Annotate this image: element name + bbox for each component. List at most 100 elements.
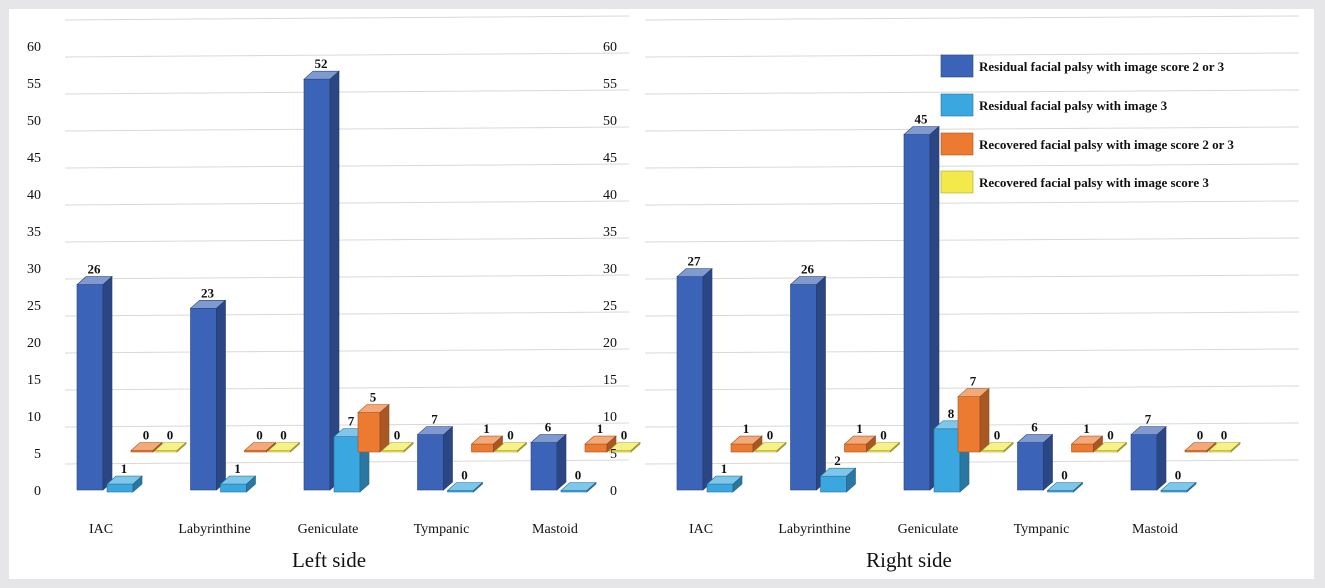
gridline (64, 385, 630, 391)
bar-front (303, 78, 331, 491)
x-tick-label: Tympanic (414, 522, 470, 537)
y-tick-label: 5 (34, 447, 41, 462)
bar-side (630, 441, 641, 453)
data-label: 1 (121, 461, 128, 476)
bar-side (290, 441, 300, 453)
data-label: 1 (743, 421, 750, 436)
bar-side (702, 268, 713, 491)
bar-front (903, 134, 931, 491)
bar-front (844, 443, 867, 453)
y-tick-label: 45 (603, 151, 617, 166)
data-label: 26 (801, 262, 815, 277)
gridline (644, 385, 1300, 391)
bar-side (1073, 481, 1083, 493)
legend-swatch (940, 54, 974, 78)
legend-swatch (940, 170, 974, 194)
y-tick-label: 55 (603, 77, 617, 92)
bar-front (1071, 443, 1094, 453)
bar-side (246, 475, 256, 493)
x-tick-label: Mastoid (1132, 522, 1178, 537)
y-tick-label: 20 (27, 336, 41, 351)
data-label: 5 (370, 390, 377, 405)
bar-side (1043, 433, 1053, 491)
legend-swatch (940, 132, 974, 156)
bar-front (1017, 442, 1044, 491)
data-label: 6 (1031, 420, 1038, 435)
bar-front (820, 475, 847, 493)
y-tick-label: 60 (603, 40, 617, 55)
bar-front (584, 443, 608, 453)
gridline (644, 459, 1300, 465)
data-label: 0 (1061, 468, 1068, 483)
data-label: 52 (315, 56, 328, 71)
y-tick-label: 30 (27, 262, 41, 277)
x-tick-label: Geniculate (898, 522, 959, 537)
data-label: 2 (834, 453, 841, 468)
gridline (644, 89, 1300, 95)
data-label: 0 (621, 428, 628, 443)
y-tick-label: 60 (27, 40, 41, 55)
bar-front (417, 434, 444, 491)
data-label: 1 (721, 461, 728, 476)
x-tick-label: Geniculate (298, 522, 359, 537)
gridline (644, 274, 1300, 280)
y-tick-label: 50 (27, 114, 41, 129)
legend-label: Recovered facial palsy with image score … (979, 175, 1209, 190)
data-label: 0 (1175, 468, 1182, 483)
data-label: 45 (915, 112, 929, 127)
y-tick-label: 15 (27, 373, 41, 388)
y-tick-label: 50 (603, 114, 617, 129)
y-tick-label: 45 (27, 151, 41, 166)
gridline (644, 311, 1300, 317)
bar-front (333, 436, 361, 493)
data-label: 7 (1145, 412, 1152, 427)
bar-side (816, 275, 826, 491)
gridline (64, 89, 630, 95)
y-tick-label: 30 (603, 262, 617, 277)
y-tick-label: 35 (27, 225, 41, 240)
data-label: 0 (1221, 428, 1228, 443)
gridline (64, 52, 630, 58)
bar-front (957, 396, 981, 453)
data-label: 0 (507, 428, 514, 443)
bar-front (530, 442, 558, 491)
data-label: 7 (431, 412, 438, 427)
bar-side (1003, 441, 1014, 453)
y-tick-label: 55 (27, 77, 41, 92)
x-tick-label: Mastoid (532, 522, 578, 537)
data-label: 0 (880, 428, 887, 443)
gridline (644, 15, 1300, 21)
y-tick-label: 5 (610, 447, 617, 462)
gridline (64, 274, 630, 280)
bar-side (517, 441, 527, 453)
y-tick-label: 25 (603, 299, 617, 314)
bar-side (979, 388, 990, 453)
data-label: 0 (575, 468, 582, 483)
bar-side (846, 467, 856, 493)
gridline (644, 348, 1300, 354)
gridline (64, 200, 630, 206)
bar-side (216, 299, 226, 491)
bar-side (1156, 426, 1167, 491)
bar-side (556, 433, 567, 491)
legend-label: Residual facial palsy with image 3 (979, 98, 1168, 113)
gridline (644, 126, 1300, 132)
legend-swatch (940, 93, 974, 117)
gridline (64, 422, 630, 428)
y-tick-label: 25 (27, 299, 41, 314)
bar-front (676, 276, 704, 491)
bar-side (379, 403, 390, 453)
y-tick-label: 15 (603, 373, 617, 388)
bar-side (176, 441, 187, 453)
x-tick-label: Labyrinthine (778, 522, 850, 537)
bar-side (473, 481, 483, 493)
y-tick-label: 35 (603, 225, 617, 240)
x-tick-label: Labyrinthine (178, 522, 250, 537)
bar-side (586, 481, 597, 493)
gridline (64, 15, 630, 21)
bar-top (446, 482, 484, 491)
data-label: 0 (280, 428, 287, 443)
x-tick-label: Tympanic (1014, 522, 1070, 537)
gridline (64, 311, 630, 317)
y-tick-label: 0 (34, 484, 41, 499)
